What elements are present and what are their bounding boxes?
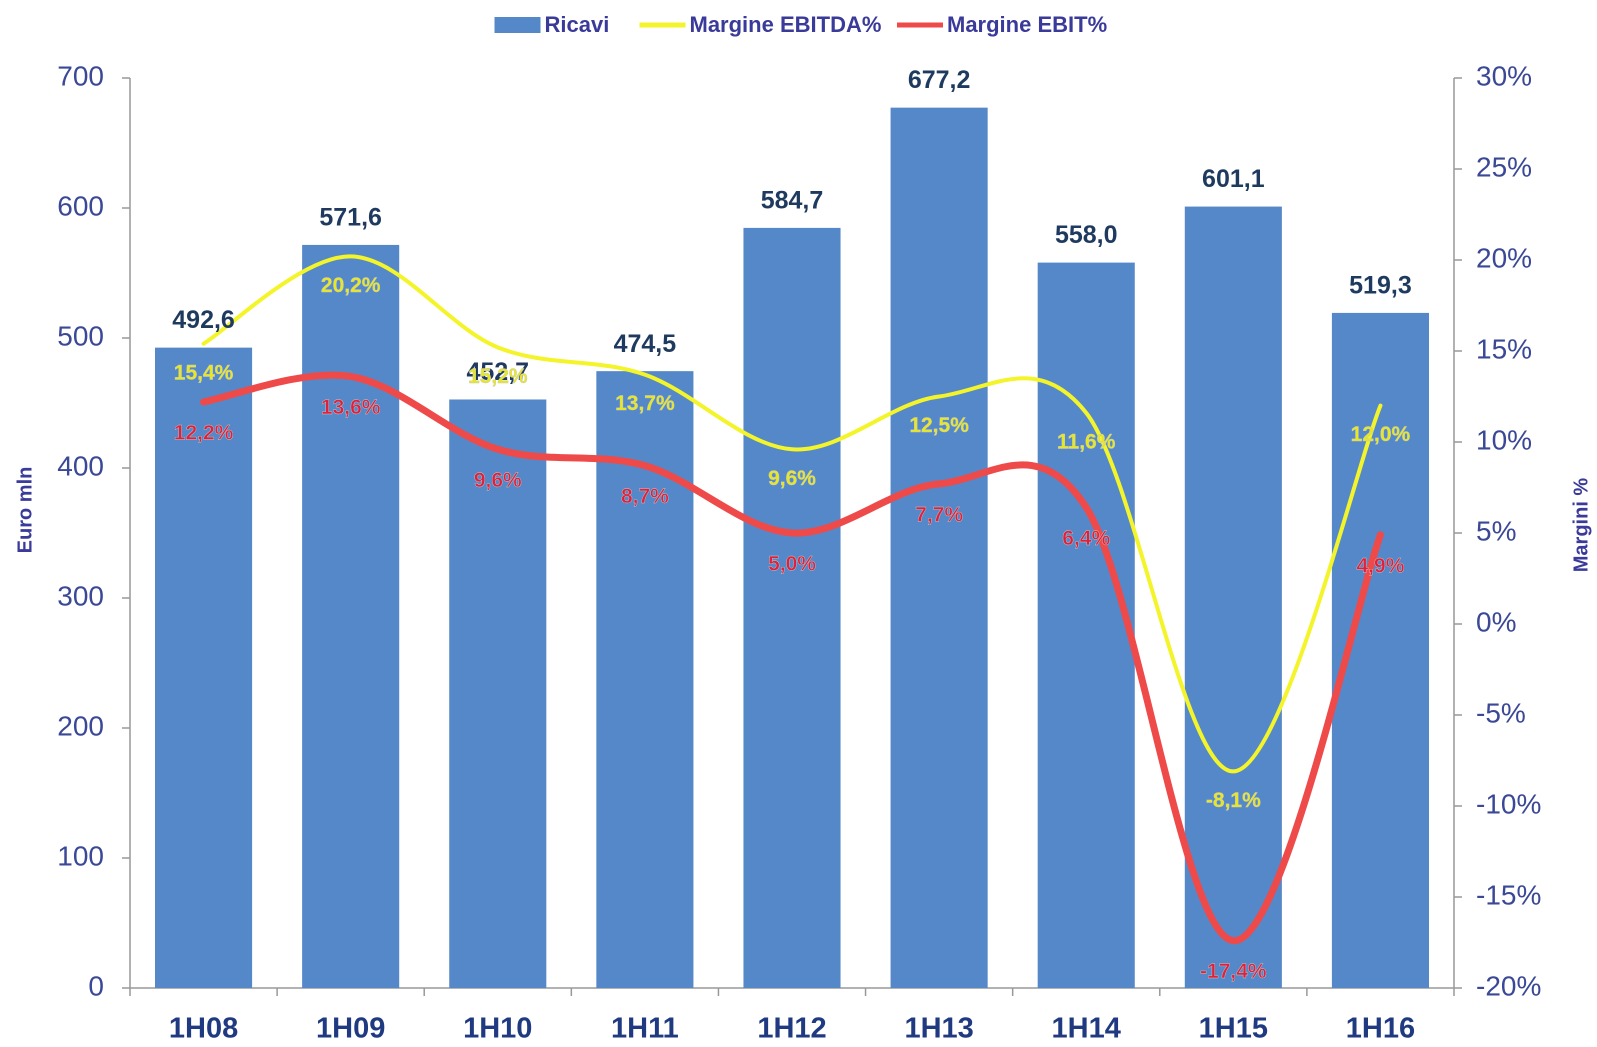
x-tick-label: 1H16 <box>1346 1013 1415 1045</box>
bar-value-label: 584,7 <box>761 186 824 214</box>
y2-tick-label: -5% <box>1476 697 1526 728</box>
y2-tick-label: 5% <box>1476 515 1516 546</box>
line <box>200 371 1384 945</box>
line-value-label: 13,6% <box>321 396 381 419</box>
x-tick-label: 1H15 <box>1199 1013 1268 1045</box>
bar-value-label: 492,6 <box>172 306 235 334</box>
line-value-label: 12,0% <box>1351 423 1411 446</box>
bar <box>743 227 841 988</box>
line-value-label: -8,1% <box>1206 789 1261 812</box>
bar-value-label: 474,5 <box>614 330 677 358</box>
line-value-label: 7,7% <box>915 503 963 526</box>
line-value-label: -17,4% <box>1200 960 1267 983</box>
x-tick-label: 1H12 <box>757 1013 826 1045</box>
x-tick-label: 1H08 <box>169 1013 238 1045</box>
y-tick-label: 700 <box>57 60 104 91</box>
y2-tick-label: 10% <box>1476 424 1532 455</box>
y-tick-label: 600 <box>57 190 104 221</box>
line-value-label: 6,4% <box>1062 527 1110 550</box>
y-tick-label: 200 <box>57 710 104 741</box>
y-axis-title: Euro mln <box>14 467 36 554</box>
y2-axis-title: Margini % <box>1570 478 1592 573</box>
y2-tick-label: 15% <box>1476 333 1532 364</box>
bar <box>596 371 694 988</box>
line-value-label: 9,6% <box>474 469 522 492</box>
legend-label: Ricavi <box>545 12 610 37</box>
bar <box>1184 206 1282 988</box>
y-tick-label: 500 <box>57 320 104 351</box>
line-value-label: 11,6% <box>1057 430 1116 453</box>
legend-label: Margine EBIT% <box>947 12 1107 37</box>
bar-value-label: 601,1 <box>1202 165 1265 193</box>
y2-tick-label: -10% <box>1476 788 1541 819</box>
bar-value-label: 571,6 <box>319 204 382 232</box>
x-tick-label: 1H13 <box>904 1013 973 1045</box>
line-value-label: 20,2% <box>321 274 381 297</box>
bar <box>1037 262 1135 989</box>
y-tick-label: 100 <box>57 840 104 871</box>
line-value-label: 12,2% <box>174 422 234 445</box>
bar-value-label: 452,7 <box>466 358 529 386</box>
line-value-label: 5,0% <box>768 553 816 576</box>
y-tick-label: 300 <box>57 580 104 611</box>
bar <box>890 107 988 988</box>
bar <box>302 244 400 989</box>
y-tick-label: 0 <box>88 970 104 1001</box>
y2-tick-label: -15% <box>1476 879 1541 910</box>
y2-tick-label: -20% <box>1476 970 1541 1001</box>
x-tick-label: 1H14 <box>1052 1013 1121 1045</box>
line-value-label: 13,7% <box>615 392 675 415</box>
line-value-label: 15,2% <box>468 365 528 388</box>
line-value-label: 9,6% <box>768 467 816 490</box>
x-tick-label: 1H10 <box>463 1013 532 1045</box>
bar <box>155 347 253 988</box>
bar-value-label: 519,3 <box>1349 272 1412 300</box>
legend-swatch <box>494 17 541 33</box>
y2-tick-label: 30% <box>1476 60 1532 91</box>
line-value-label: 15,4% <box>174 361 234 384</box>
x-tick-label: 1H09 <box>316 1013 385 1045</box>
line-value-label: 12,5% <box>909 414 969 437</box>
x-tick-label: 1H11 <box>611 1013 679 1045</box>
bar <box>449 399 547 988</box>
y2-tick-label: 0% <box>1476 606 1516 637</box>
line <box>201 254 1383 774</box>
line-value-label: 8,7% <box>621 485 669 508</box>
bar-value-label: 558,0 <box>1055 221 1118 249</box>
legend-label: Margine EBITDA% <box>690 12 882 37</box>
y2-tick-label: 25% <box>1476 151 1532 182</box>
y2-tick-label: 20% <box>1476 242 1532 273</box>
y-tick-label: 400 <box>57 450 104 481</box>
line-value-label: 4,9% <box>1357 554 1405 577</box>
bar-value-label: 677,2 <box>908 66 971 94</box>
